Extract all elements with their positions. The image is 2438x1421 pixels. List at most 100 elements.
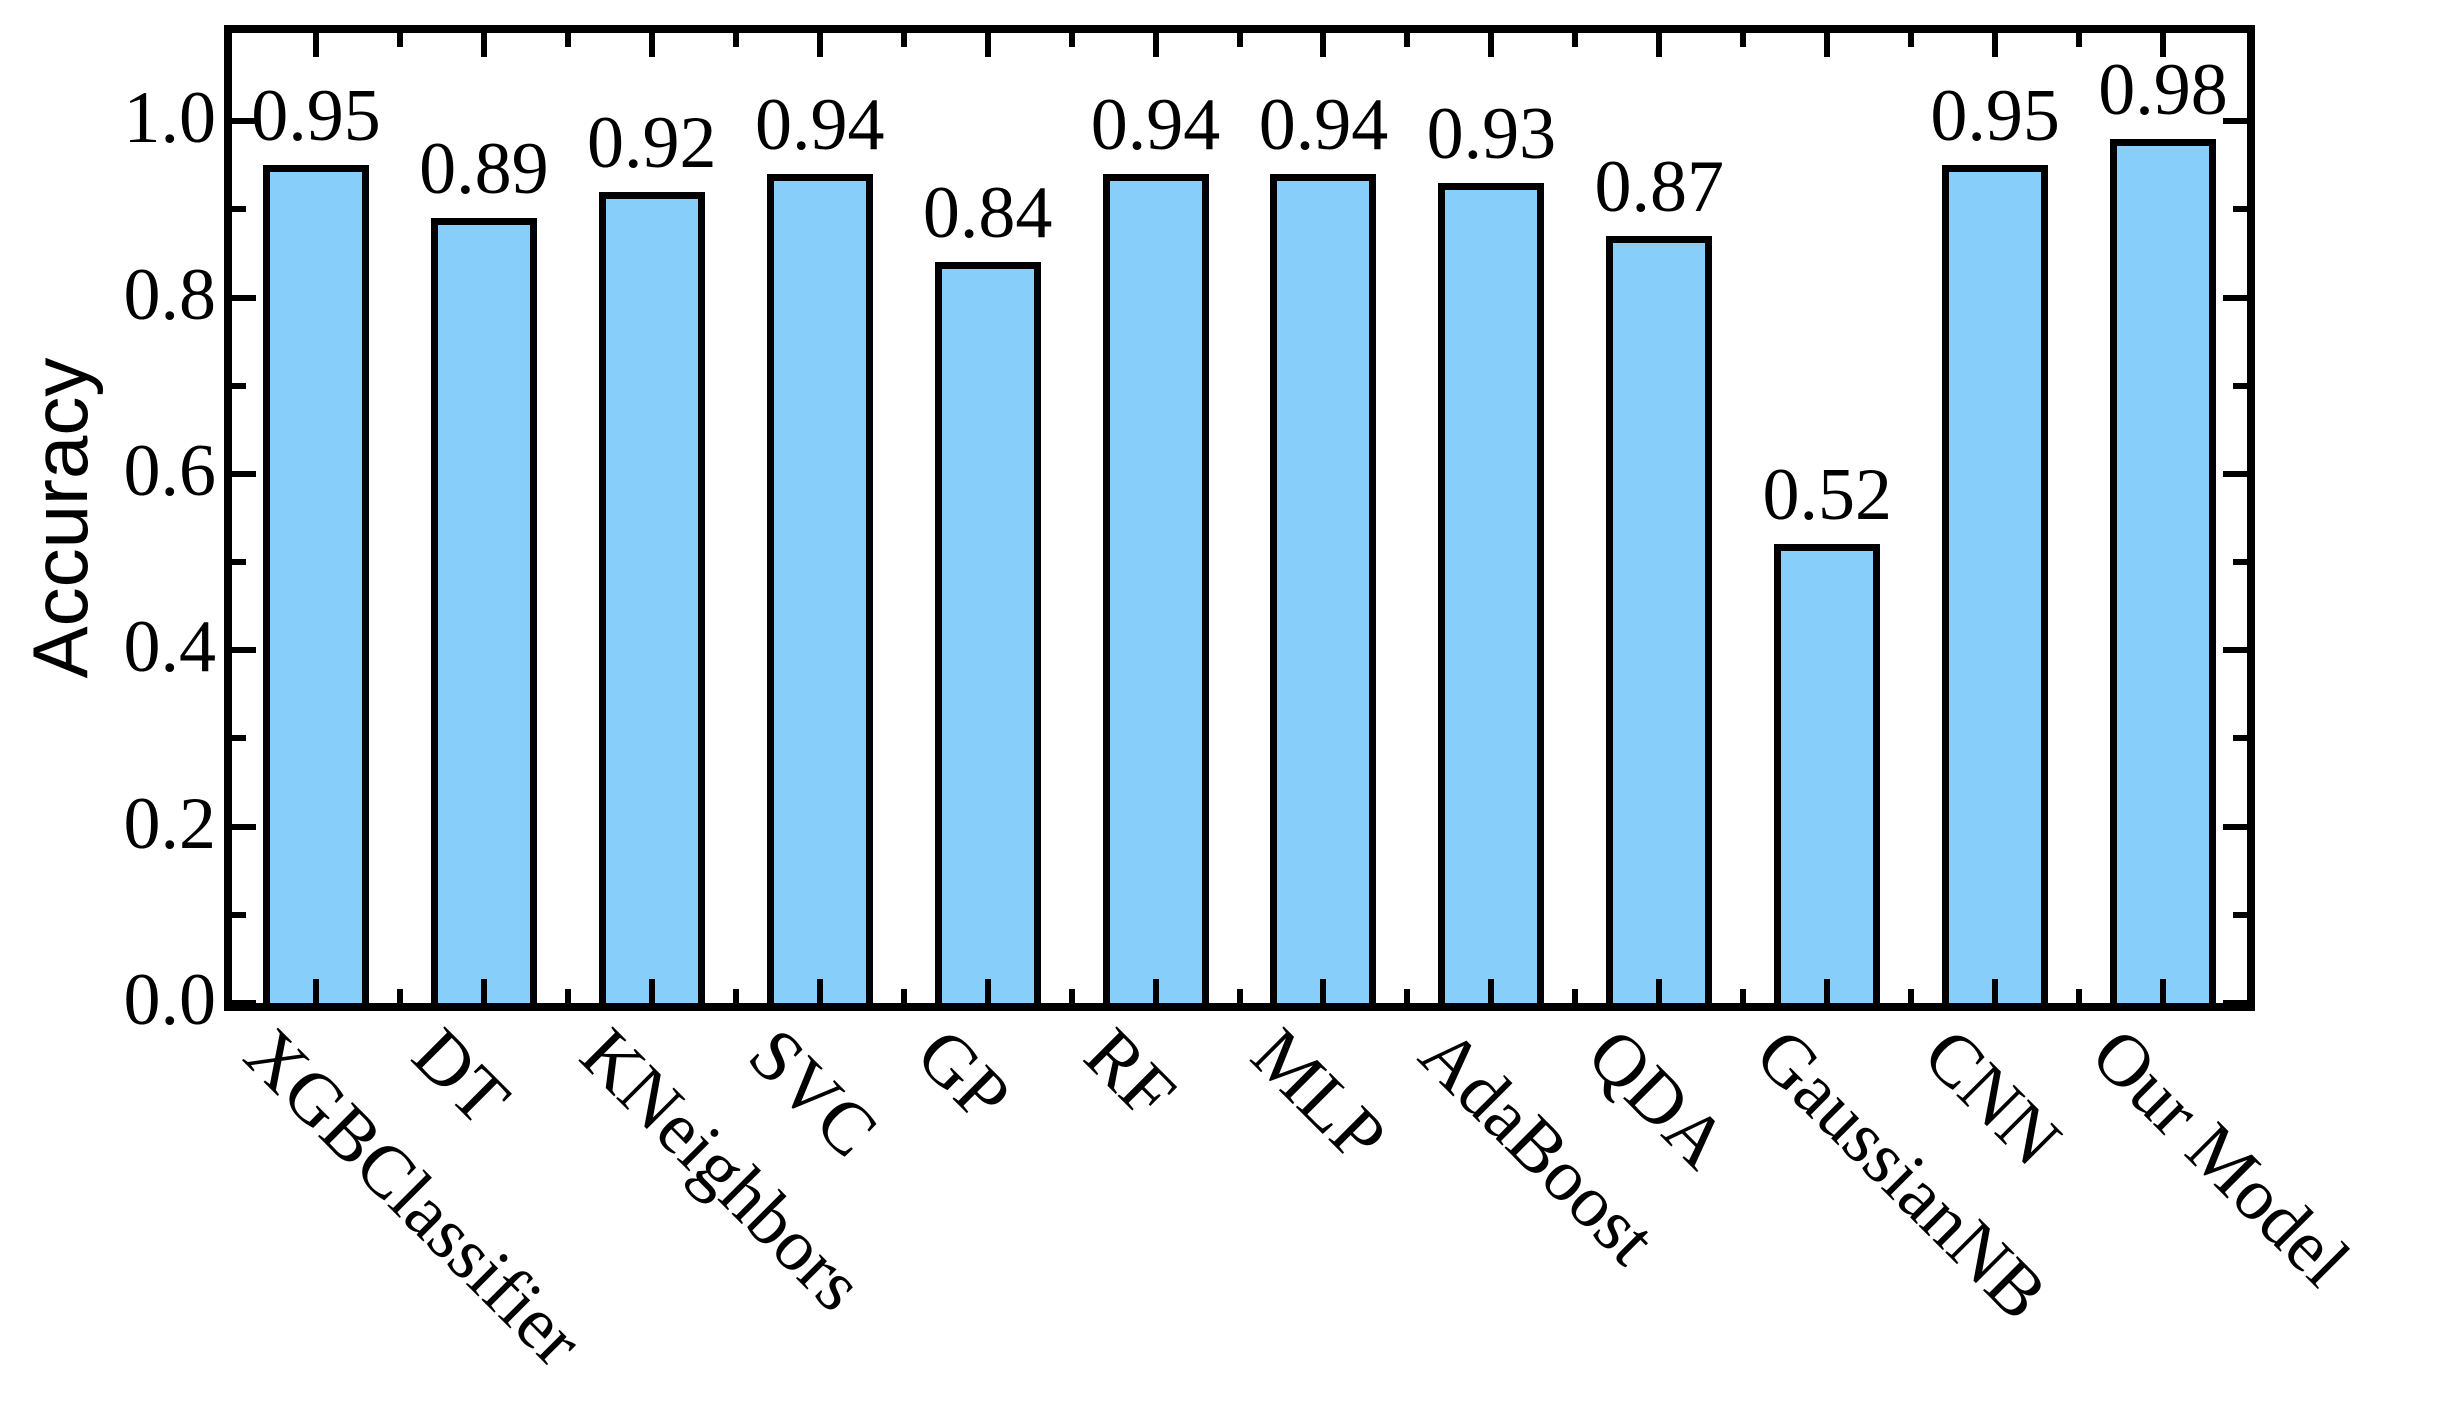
x-minor-tick-top [1236, 33, 1243, 47]
x-major-tick-top [984, 33, 991, 57]
bar-Our Model [2110, 138, 2217, 1011]
x-minor-tick-top [1404, 33, 1411, 47]
y-major-tick-left [232, 647, 256, 654]
x-minor-tick-bottom [1236, 989, 1243, 1003]
x-tick-label-DT: DT [396, 1013, 525, 1141]
x-minor-tick-bottom [1068, 989, 1075, 1003]
y-major-tick-right [2223, 470, 2247, 477]
x-minor-tick-bottom [732, 989, 739, 1003]
bar-GP [934, 262, 1041, 1011]
x-minor-tick-top [1572, 33, 1579, 47]
x-major-tick-bottom [1488, 979, 1495, 1003]
bar-MLP [1270, 174, 1377, 1011]
x-tick-label-GP: GP [900, 1013, 1026, 1139]
bar-value-label: 0.93 [1426, 92, 1557, 175]
x-minor-tick-top [1740, 33, 1747, 47]
bar-QDA [1606, 235, 1713, 1011]
x-major-tick-bottom [984, 979, 991, 1003]
x-major-tick-top [1824, 33, 1831, 57]
y-minor-tick-left [232, 206, 246, 213]
y-major-tick-right [2223, 647, 2247, 654]
x-major-tick-bottom [1152, 979, 1159, 1003]
x-major-tick-bottom [2160, 979, 2167, 1003]
x-minor-tick-bottom [1404, 989, 1411, 1003]
y-tick-label-0.8: 0.8 [123, 253, 217, 336]
bar-value-label: 0.94 [1090, 84, 1221, 167]
x-major-tick-top [1656, 33, 1663, 57]
bar-value-label: 0.52 [1762, 454, 1892, 537]
x-minor-tick-bottom [1572, 989, 1579, 1003]
x-major-tick-top [480, 33, 487, 57]
x-minor-tick-top [564, 33, 571, 47]
y-minor-tick-right [2233, 206, 2247, 213]
y-minor-tick-right [2233, 911, 2247, 918]
bar-RF [1102, 174, 1209, 1011]
x-minor-tick-bottom [1908, 989, 1915, 1003]
y-major-tick-left [232, 118, 256, 125]
y-major-tick-right [2223, 1000, 2247, 1006]
y-tick-label-1.0: 1.0 [123, 77, 217, 160]
x-minor-tick-top [900, 33, 907, 47]
x-major-tick-top [1152, 33, 1159, 57]
x-major-tick-top [1320, 33, 1327, 57]
y-tick-label-0.6: 0.6 [123, 429, 217, 512]
y-minor-tick-right [2233, 735, 2247, 742]
x-major-tick-bottom [1992, 979, 1999, 1003]
y-minor-tick-left [232, 911, 246, 918]
x-tick-label-Our Model: Our Model [2075, 1013, 2365, 1303]
x-major-tick-bottom [648, 979, 655, 1003]
x-major-tick-bottom [480, 979, 487, 1003]
bar-XGBClassifier [262, 165, 369, 1011]
x-major-tick-top [1992, 33, 1999, 57]
x-minor-tick-bottom [900, 989, 907, 1003]
bar-AdaBoost [1438, 182, 1545, 1011]
x-major-tick-top [648, 33, 655, 57]
y-minor-tick-left [232, 735, 246, 742]
x-major-tick-bottom [312, 979, 319, 1003]
y-minor-tick-right [2233, 382, 2247, 389]
y-major-tick-left [232, 294, 256, 301]
bar-DT [430, 218, 537, 1011]
x-minor-tick-top [2076, 33, 2083, 47]
bar-value-label: 0.92 [587, 101, 717, 184]
x-tick-label-MLP: MLP [1236, 1013, 1402, 1179]
bar-value-label: 0.94 [754, 84, 885, 167]
bar-GaussianNB [1774, 544, 1881, 1011]
x-minor-tick-bottom [396, 989, 403, 1003]
bar-CNN [1942, 165, 2049, 1011]
x-minor-tick-top [1068, 33, 1075, 47]
x-minor-tick-top [396, 33, 403, 47]
bar-SVC [766, 174, 873, 1011]
y-tick-label-0.4: 0.4 [123, 606, 217, 689]
bar-value-label: 0.95 [251, 75, 381, 158]
bar-value-label: 0.95 [1930, 75, 2060, 158]
x-major-tick-bottom [1656, 979, 1663, 1003]
x-minor-tick-top [1908, 33, 1915, 47]
y-major-tick-left [232, 823, 256, 830]
x-minor-tick-top [732, 33, 739, 47]
x-major-tick-bottom [816, 979, 823, 1003]
y-minor-tick-right [2233, 559, 2247, 566]
y-major-tick-right [2223, 823, 2247, 830]
bar-value-label: 0.89 [419, 128, 549, 211]
bar-value-label: 0.94 [1258, 84, 1389, 167]
y-major-tick-left [232, 1000, 256, 1006]
y-tick-label-0.2: 0.2 [123, 782, 217, 865]
x-major-tick-top [1488, 33, 1495, 57]
bar-value-label: 0.98 [2098, 48, 2228, 131]
x-major-tick-bottom [1320, 979, 1327, 1003]
y-tick-label-0.0: 0.0 [123, 959, 217, 1042]
x-major-tick-top [312, 33, 319, 57]
x-minor-tick-bottom [564, 989, 571, 1003]
x-minor-tick-bottom [1740, 989, 1747, 1003]
x-tick-label-SVC: SVC [732, 1013, 893, 1173]
x-major-tick-top [816, 33, 823, 57]
x-tick-label-RF: RF [1068, 1013, 1191, 1136]
y-minor-tick-left [232, 382, 246, 389]
bar-value-label: 0.87 [1594, 145, 1725, 228]
x-major-tick-bottom [1824, 979, 1831, 1003]
y-major-tick-right [2223, 118, 2247, 125]
y-major-tick-right [2223, 294, 2247, 301]
y-major-tick-left [232, 470, 256, 477]
